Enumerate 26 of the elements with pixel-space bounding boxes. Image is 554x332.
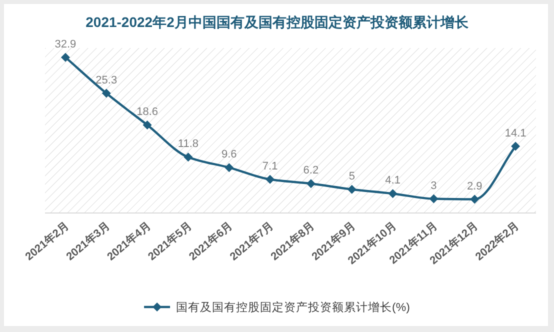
point: [511, 142, 520, 151]
data-label: 5: [348, 170, 355, 182]
data-label: 3: [430, 180, 437, 192]
point: [429, 194, 438, 204]
data-label: 6.2: [303, 164, 319, 177]
point: [266, 174, 275, 184]
data-label: 25.3: [96, 74, 118, 86]
data-label: 18.6: [136, 106, 158, 118]
point: [306, 179, 316, 188]
data-label: 11.8: [178, 138, 199, 150]
point: [184, 152, 193, 162]
data-label: 4.1: [385, 174, 400, 187]
data-label: 32.9: [54, 38, 76, 50]
point: [224, 163, 234, 172]
point: [347, 184, 356, 194]
point: [60, 52, 70, 62]
point: [142, 120, 152, 130]
chart-title: 2021-2022年2月中国国有及国有控股固定资产投资额累计增长: [86, 14, 470, 30]
data-label: 2.9: [466, 180, 482, 192]
data-label: 14.1: [504, 127, 526, 140]
point: [470, 194, 480, 204]
data-label: 7.1: [262, 160, 278, 172]
point: [102, 88, 111, 98]
legend-label: 国有及国有控股固定资产投资额累计增长(%): [176, 300, 410, 314]
point: [388, 189, 398, 198]
data-label: 9.6: [221, 148, 237, 161]
